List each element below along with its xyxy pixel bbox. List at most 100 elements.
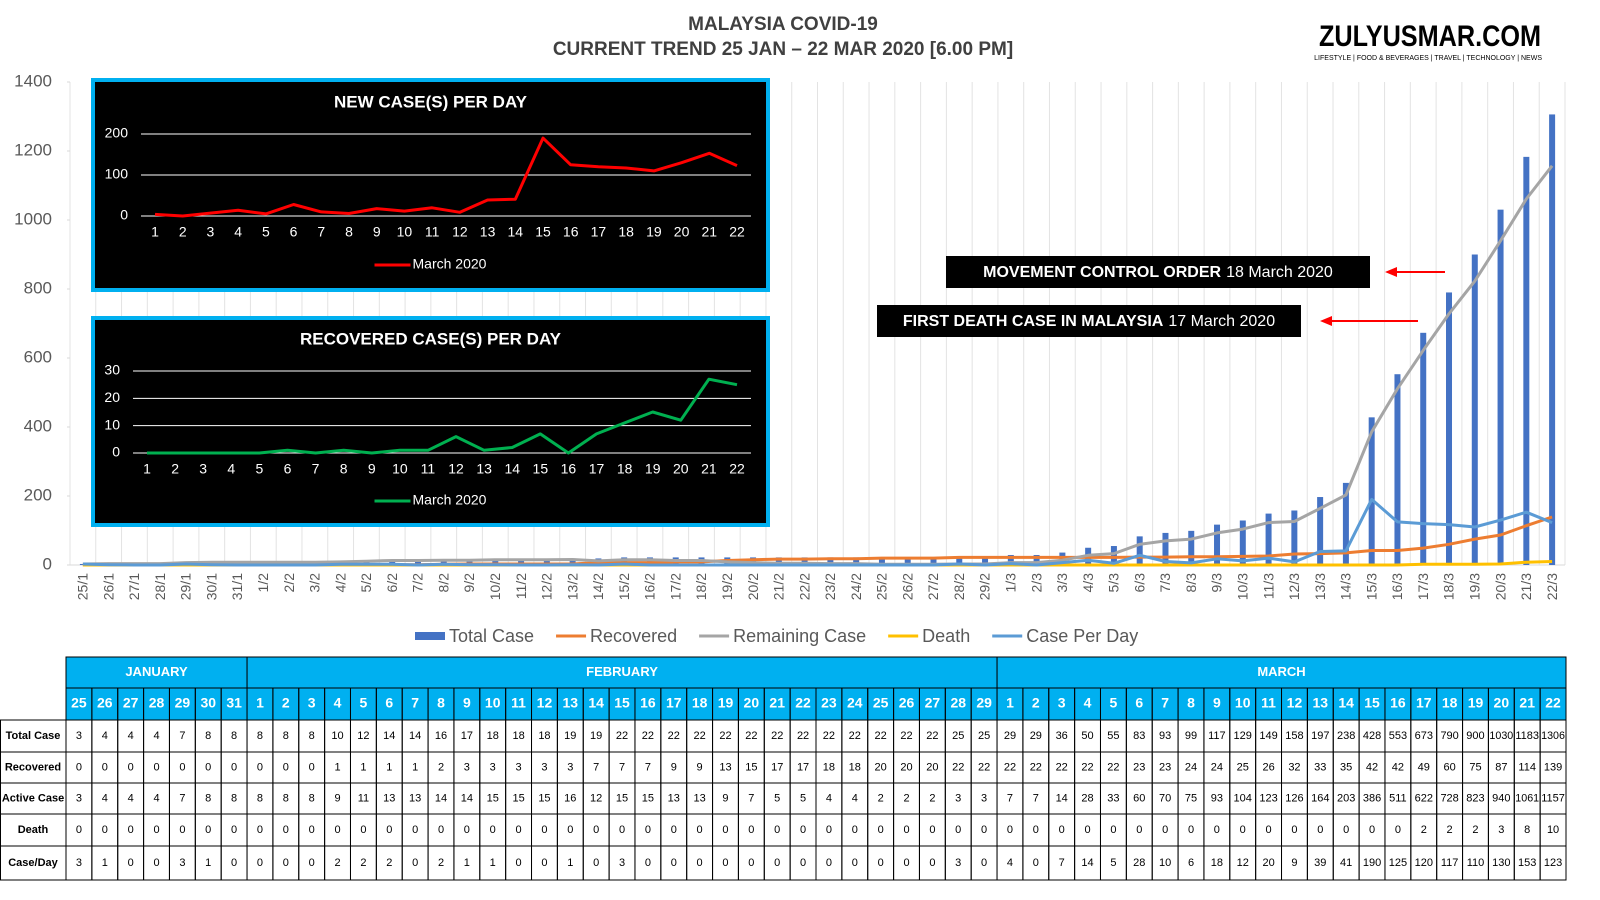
- table-value: 0: [464, 824, 470, 836]
- table-value: 0: [774, 824, 780, 836]
- bar: [569, 558, 576, 565]
- x-tick-label: 11: [425, 224, 440, 240]
- x-tick-label: 20/3: [1492, 573, 1508, 600]
- day-label: 11: [511, 695, 526, 711]
- bar: [1188, 530, 1195, 565]
- table-value: 22: [642, 730, 654, 742]
- annotation-bold: MOVEMENT CONTROL ORDER: [983, 264, 1221, 281]
- table-value: 0: [929, 857, 935, 869]
- table-value: 0: [309, 824, 315, 836]
- x-tick-label: 19: [646, 224, 662, 240]
- bar: [1394, 374, 1401, 565]
- table-value: 0: [800, 857, 806, 869]
- table-value: 29: [1030, 730, 1042, 742]
- day-label: 21: [769, 695, 785, 711]
- table-value: 4: [153, 792, 159, 804]
- y-tick-label: 800: [24, 278, 52, 297]
- x-tick-label: 21/2: [771, 573, 787, 600]
- table-value: 12: [357, 730, 369, 742]
- x-tick-label: 7: [317, 224, 325, 240]
- x-tick-label: 10/2: [487, 573, 503, 600]
- table-value: 0: [1266, 824, 1272, 836]
- x-tick-label: 14: [504, 461, 520, 477]
- day-label: 4: [334, 695, 342, 711]
- day-label: 1: [1006, 695, 1014, 711]
- y-tick-label: 10: [104, 416, 120, 432]
- day-label: 15: [614, 695, 630, 711]
- table-value: 75: [1185, 792, 1197, 804]
- table-value: 125: [1389, 857, 1407, 869]
- bar: [1033, 554, 1040, 565]
- x-tick-label: 20: [673, 461, 689, 477]
- x-tick-label: 24/2: [848, 573, 864, 600]
- table-value: 0: [438, 824, 444, 836]
- x-tick-label: 21/3: [1518, 573, 1534, 600]
- day-label: 16: [1390, 695, 1406, 711]
- inset-panel: [91, 316, 770, 527]
- x-tick-label: 18/2: [693, 573, 709, 600]
- table-value: 0: [334, 824, 340, 836]
- table-value: 622: [1415, 792, 1433, 804]
- table-value: 0: [1240, 824, 1246, 836]
- day-label: 18: [692, 695, 708, 711]
- x-tick-label: 30/1: [203, 573, 219, 600]
- x-tick-label: 10: [392, 461, 408, 477]
- table-value: 0: [671, 857, 677, 869]
- day-label: 26: [899, 695, 915, 711]
- day-label: 24: [847, 695, 863, 711]
- day-label: 16: [640, 695, 656, 711]
- x-tick-label: 8/3: [1183, 573, 1199, 593]
- table-value: 0: [1110, 824, 1116, 836]
- inset-title: RECOVERED CASE(S) PER DAY: [300, 329, 562, 348]
- table-value: 15: [538, 792, 550, 804]
- table-value: 24: [1185, 761, 1197, 773]
- table-value: 22: [668, 730, 680, 742]
- x-tick-label: 21: [701, 461, 717, 477]
- table-value: 7: [593, 761, 599, 773]
- table-value: 15: [642, 792, 654, 804]
- day-label: 23: [821, 695, 837, 711]
- x-tick-label: 17/2: [667, 573, 683, 600]
- table-value: 0: [852, 824, 858, 836]
- x-tick-label: 17: [589, 461, 605, 477]
- table-value: 0: [1317, 824, 1323, 836]
- y-tick-label: 30: [104, 362, 120, 378]
- day-label: 28: [950, 695, 966, 711]
- table-value: 0: [1369, 824, 1375, 836]
- table-value: 10: [1547, 824, 1559, 836]
- table-value: 126: [1285, 792, 1303, 804]
- table-value: 7: [619, 761, 625, 773]
- x-tick-label: 18/3: [1441, 573, 1457, 600]
- day-label: 25: [71, 695, 87, 711]
- table-value: 1: [464, 857, 470, 869]
- table-value: 0: [102, 824, 108, 836]
- table-value: 7: [179, 792, 185, 804]
- x-tick-label: 11: [421, 461, 436, 477]
- bar: [1239, 520, 1246, 565]
- table-value: 0: [231, 824, 237, 836]
- table-value: 728: [1440, 792, 1458, 804]
- table-value: 14: [409, 730, 421, 742]
- x-tick-label: 5: [262, 224, 270, 240]
- x-tick-label: 17: [591, 224, 607, 240]
- day-label: 6: [1135, 695, 1143, 711]
- table-value: 1: [102, 857, 108, 869]
- x-tick-label: 14/3: [1338, 573, 1354, 600]
- table-value: 10: [1159, 857, 1171, 869]
- table-value: 3: [76, 730, 82, 742]
- x-tick-label: 9/2: [461, 573, 477, 593]
- day-label: 11: [1261, 695, 1276, 711]
- table-value: 553: [1389, 730, 1407, 742]
- table-value: 15: [512, 792, 524, 804]
- table-value: 55: [1107, 730, 1119, 742]
- x-tick-label: 25/1: [75, 573, 91, 600]
- table-value: 15: [616, 792, 628, 804]
- table-value: 22: [978, 761, 990, 773]
- day-label: 10: [485, 695, 501, 711]
- table-value: 3: [955, 792, 961, 804]
- day-label: 9: [463, 695, 471, 711]
- series-line: [154, 136, 738, 218]
- table-value: 8: [231, 792, 237, 804]
- table-value: 18: [823, 761, 835, 773]
- table-value: 117: [1441, 857, 1459, 869]
